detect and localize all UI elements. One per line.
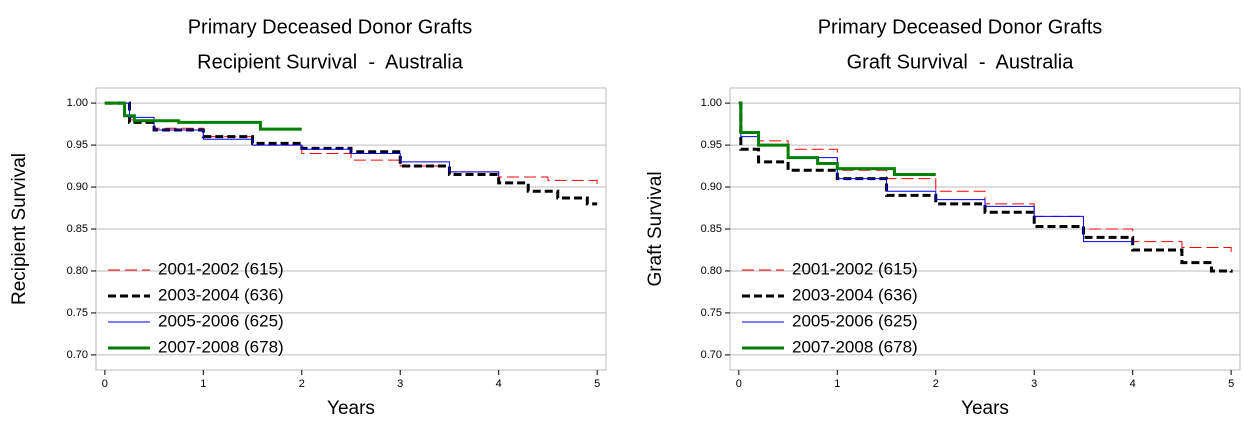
y-tick-label: 0.90 <box>67 181 88 193</box>
x-tick-label: 0 <box>736 378 742 390</box>
survival-line <box>738 102 1232 255</box>
chart-title: Primary Deceased Donor Grafts <box>188 16 473 38</box>
y-tick-label: 0.80 <box>701 265 722 277</box>
x-tick-label: 2 <box>299 378 305 390</box>
legend-label: 2001-2002 (615) <box>158 259 284 278</box>
legend-label: 2007-2008 (678) <box>158 337 284 356</box>
survival-line <box>104 101 302 131</box>
legend-label: 2005-2006 (625) <box>792 311 918 330</box>
y-tick-label: 1.00 <box>701 97 722 109</box>
legend-label: 2005-2006 (625) <box>158 311 284 330</box>
y-axis-label: Graft Survival <box>645 171 666 286</box>
survival-line <box>104 102 500 177</box>
x-axis-label: Years <box>961 398 1009 419</box>
x-tick-label: 0 <box>102 378 108 390</box>
x-tick-label: 1 <box>834 378 840 390</box>
x-tick-label: 5 <box>1228 378 1234 390</box>
y-axis-label: Recipient Survival <box>9 153 30 305</box>
chart: Primary Deceased Donor Grafts Recipient S… <box>9 16 607 419</box>
chart-title: Graft Survival - Australia <box>847 51 1075 73</box>
chart-title: Primary Deceased Donor Grafts <box>818 16 1103 38</box>
legend-label: 2003-2004 (636) <box>158 285 284 304</box>
y-tick-label: 0.85 <box>67 223 88 235</box>
y-tick-label: 0.95 <box>701 139 722 151</box>
y-tick-label: 0.90 <box>701 181 722 193</box>
x-tick-label: 4 <box>496 378 502 390</box>
y-tick-label: 0.95 <box>67 139 88 151</box>
chart: Primary Deceased Donor Grafts Graft Survi… <box>645 16 1241 419</box>
x-tick-label: 5 <box>594 378 600 390</box>
y-tick-label: 1.00 <box>67 97 88 109</box>
x-axis-label: Years <box>327 398 375 419</box>
x-tick-label: 2 <box>933 378 939 390</box>
x-tick-label: 1 <box>200 378 206 390</box>
survival-line <box>104 102 598 185</box>
x-tick-label: 4 <box>1130 378 1136 390</box>
y-tick-label: 0.70 <box>67 349 88 361</box>
y-tick-label: 0.70 <box>701 349 722 361</box>
legend-label: 2001-2002 (615) <box>792 259 918 278</box>
y-tick-label: 0.85 <box>701 223 722 235</box>
legend-label: 2003-2004 (636) <box>792 285 918 304</box>
y-tick-label: 0.80 <box>67 265 88 277</box>
x-tick-label: 3 <box>397 378 403 390</box>
x-tick-label: 3 <box>1031 378 1037 390</box>
y-tick-label: 0.75 <box>67 307 88 319</box>
survival-line <box>738 101 1233 273</box>
chart-title: Recipient Survival - Australia <box>197 51 464 73</box>
legend-label: 2007-2008 (678) <box>792 337 918 356</box>
y-tick-label: 0.75 <box>701 307 722 319</box>
survival-line <box>738 101 936 176</box>
